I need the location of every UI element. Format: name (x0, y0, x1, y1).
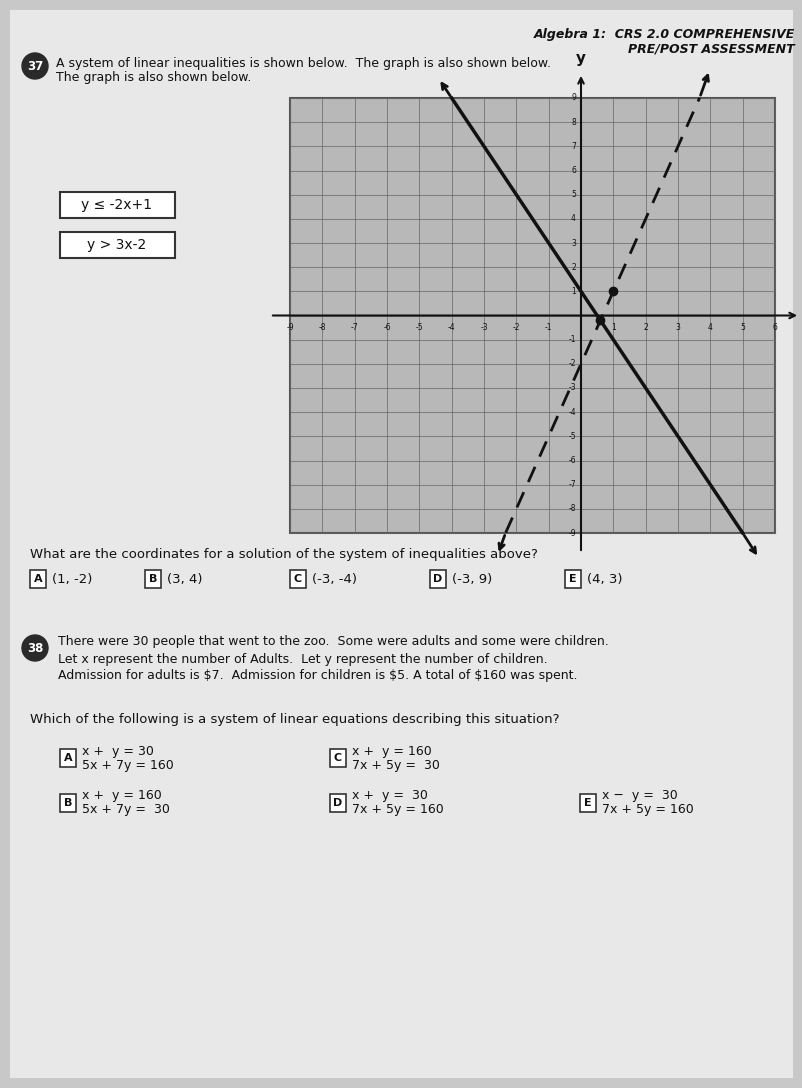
Text: 2: 2 (642, 323, 647, 333)
Text: Let x represent the number of Adults.  Let y represent the number of children.: Let x represent the number of Adults. Le… (58, 653, 547, 666)
Text: C: C (334, 753, 342, 763)
Bar (429, 570, 445, 588)
Text: -7: -7 (350, 323, 358, 333)
Text: 37: 37 (26, 60, 43, 73)
Text: 5x + 7y = 160: 5x + 7y = 160 (82, 758, 173, 771)
Text: B: B (63, 798, 72, 808)
Text: x +  y =  30: x + y = 30 (351, 790, 427, 803)
Text: y: y (575, 51, 585, 66)
Text: -1: -1 (568, 335, 575, 344)
Text: 6: 6 (772, 323, 776, 333)
Text: -4: -4 (448, 323, 455, 333)
Text: 7x + 5y =  30: 7x + 5y = 30 (351, 758, 439, 771)
Bar (60, 232, 175, 258)
Text: 4: 4 (570, 214, 575, 223)
Text: (-3, 9): (-3, 9) (452, 572, 492, 585)
Text: -3: -3 (480, 323, 487, 333)
Bar (330, 749, 346, 767)
Text: 6: 6 (570, 166, 575, 175)
Text: x −  y =  30: x − y = 30 (602, 790, 677, 803)
Bar (60, 749, 76, 767)
Text: D: D (333, 798, 342, 808)
Text: What are the coordinates for a solution of the system of inequalities above?: What are the coordinates for a solution … (30, 548, 537, 561)
Bar (290, 98, 774, 533)
Text: (-3, -4): (-3, -4) (312, 572, 357, 585)
Text: 9: 9 (570, 94, 575, 102)
Text: -8: -8 (318, 323, 326, 333)
Text: 3: 3 (570, 238, 575, 247)
Text: x +  y = 160: x + y = 160 (82, 790, 161, 803)
Text: -1: -1 (545, 323, 552, 333)
Text: 5: 5 (739, 323, 744, 333)
Text: x +  y = 160: x + y = 160 (351, 744, 431, 757)
Text: 5: 5 (570, 190, 575, 199)
Text: -4: -4 (568, 408, 575, 417)
Text: A system of linear inequalities is shown below.  The graph is also shown below.: A system of linear inequalities is shown… (56, 57, 550, 70)
Text: Algebra 1:  CRS 2.0 COMPREHENSIVE: Algebra 1: CRS 2.0 COMPREHENSIVE (533, 28, 794, 41)
Text: 1: 1 (570, 287, 575, 296)
Bar (60, 794, 76, 812)
Text: PRE/POST ASSESSMENT: PRE/POST ASSESSMENT (628, 42, 794, 55)
Text: The graph is also shown below.: The graph is also shown below. (56, 72, 251, 85)
Text: x +  y = 30: x + y = 30 (82, 744, 154, 757)
Circle shape (22, 635, 48, 662)
Text: -9: -9 (286, 323, 294, 333)
Text: Admission for adults is $7.  Admission for children is $5. A total of $160 was s: Admission for adults is $7. Admission fo… (58, 669, 577, 682)
Text: (4, 3): (4, 3) (586, 572, 622, 585)
Bar (145, 570, 160, 588)
Text: -6: -6 (383, 323, 391, 333)
Text: 3: 3 (674, 323, 679, 333)
Text: 2: 2 (570, 262, 575, 272)
Text: C: C (294, 574, 302, 584)
Text: E: E (584, 798, 591, 808)
Text: -2: -2 (568, 359, 575, 369)
Bar (290, 570, 306, 588)
Text: -7: -7 (568, 480, 575, 490)
Text: 7x + 5y = 160: 7x + 5y = 160 (351, 804, 444, 816)
Text: y > 3x-2: y > 3x-2 (87, 238, 147, 252)
Text: -3: -3 (568, 383, 575, 393)
Text: 1: 1 (610, 323, 615, 333)
Circle shape (22, 53, 48, 79)
Text: -5: -5 (415, 323, 423, 333)
Text: -8: -8 (568, 505, 575, 514)
Text: 38: 38 (26, 642, 43, 655)
Text: -2: -2 (512, 323, 520, 333)
Text: E: E (569, 574, 576, 584)
Text: 4: 4 (707, 323, 712, 333)
Text: (1, -2): (1, -2) (52, 572, 92, 585)
Text: There were 30 people that went to the zoo.  Some were adults and some were child: There were 30 people that went to the zo… (58, 635, 608, 648)
Text: -5: -5 (568, 432, 575, 441)
Text: A: A (34, 574, 43, 584)
Text: 7x + 5y = 160: 7x + 5y = 160 (602, 804, 693, 816)
Bar (330, 794, 346, 812)
Text: 5x + 7y =  30: 5x + 7y = 30 (82, 804, 170, 816)
Text: y ≤ -2x+1: y ≤ -2x+1 (81, 198, 152, 212)
Text: 8: 8 (570, 118, 575, 126)
Bar (579, 794, 595, 812)
Text: B: B (148, 574, 157, 584)
Text: 7: 7 (570, 141, 575, 151)
Text: -6: -6 (568, 456, 575, 465)
Bar (565, 570, 581, 588)
Bar (60, 191, 175, 218)
Bar (30, 570, 46, 588)
Text: -9: -9 (568, 529, 575, 537)
Text: D: D (433, 574, 442, 584)
Text: (3, 4): (3, 4) (167, 572, 202, 585)
Text: A: A (63, 753, 72, 763)
Text: Which of the following is a system of linear equations describing this situation: Which of the following is a system of li… (30, 713, 559, 726)
